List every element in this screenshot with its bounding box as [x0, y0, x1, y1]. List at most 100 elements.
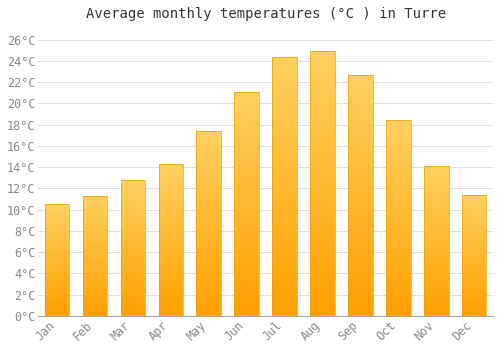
Bar	[45, 281, 70, 282]
Bar	[348, 215, 372, 217]
Bar	[310, 298, 335, 300]
Bar	[386, 310, 410, 312]
Bar	[234, 273, 259, 275]
Bar	[424, 226, 448, 228]
Bar	[120, 275, 146, 276]
Bar	[196, 314, 221, 316]
Bar	[120, 249, 146, 251]
Bar	[83, 216, 108, 217]
Bar	[83, 297, 108, 298]
Bar	[45, 286, 70, 287]
Bar	[83, 300, 108, 302]
Bar	[158, 175, 183, 176]
Bar	[45, 294, 70, 295]
Bar	[120, 271, 146, 272]
Bar	[424, 223, 448, 225]
Bar	[45, 299, 70, 300]
Bar	[196, 161, 221, 162]
Bar	[234, 150, 259, 152]
Bar	[424, 211, 448, 212]
Bar	[386, 183, 410, 185]
Bar	[424, 268, 448, 270]
Bar	[83, 267, 108, 268]
Bar	[234, 117, 259, 119]
Bar	[310, 268, 335, 271]
Bar	[424, 206, 448, 208]
Bar	[310, 157, 335, 160]
Bar	[348, 208, 372, 210]
Bar	[196, 272, 221, 273]
Bar	[196, 259, 221, 260]
Bar	[120, 255, 146, 256]
Bar	[348, 275, 372, 278]
Bar	[158, 222, 183, 223]
Bar	[386, 228, 410, 230]
Bar	[462, 231, 486, 232]
Bar	[462, 312, 486, 314]
Bar	[386, 253, 410, 256]
Bar	[196, 222, 221, 224]
Bar	[310, 54, 335, 57]
Bar	[386, 273, 410, 275]
Bar	[234, 229, 259, 231]
Bar	[462, 311, 486, 312]
Bar	[424, 210, 448, 211]
Bar	[424, 177, 448, 178]
Bar	[348, 278, 372, 280]
Bar	[45, 274, 70, 275]
Bar	[234, 139, 259, 141]
Bar	[310, 189, 335, 191]
Bar	[348, 309, 372, 311]
Bar	[234, 136, 259, 139]
Bar	[424, 222, 448, 223]
Bar	[462, 315, 486, 316]
Bar	[386, 275, 410, 277]
Bar	[386, 304, 410, 306]
Bar	[348, 280, 372, 282]
Bar	[234, 130, 259, 132]
Bar	[386, 277, 410, 279]
Bar	[386, 167, 410, 169]
Bar	[158, 282, 183, 284]
Bar	[348, 121, 372, 123]
Bar	[348, 304, 372, 306]
Bar	[196, 152, 221, 153]
Bar	[196, 136, 221, 139]
Bar	[348, 162, 372, 164]
Bar	[234, 219, 259, 222]
Bar	[310, 165, 335, 168]
Bar	[348, 75, 372, 316]
Bar	[196, 131, 221, 316]
Bar	[424, 285, 448, 286]
Bar	[234, 96, 259, 98]
Bar	[120, 228, 146, 229]
Bar	[424, 212, 448, 214]
Bar	[348, 84, 372, 87]
Bar	[158, 173, 183, 175]
Bar	[310, 255, 335, 258]
Bar	[83, 298, 108, 299]
Bar	[462, 301, 486, 303]
Bar	[424, 166, 448, 168]
Bar	[386, 250, 410, 251]
Bar	[272, 303, 297, 306]
Bar	[45, 245, 70, 246]
Bar	[83, 249, 108, 250]
Bar	[120, 218, 146, 219]
Bar	[462, 237, 486, 238]
Bar	[158, 188, 183, 190]
Bar	[424, 306, 448, 307]
Bar	[272, 90, 297, 93]
Bar	[158, 249, 183, 251]
Bar	[272, 85, 297, 88]
Bar	[196, 290, 221, 292]
Bar	[272, 246, 297, 248]
Bar	[234, 215, 259, 217]
Bar	[83, 232, 108, 233]
Bar	[424, 281, 448, 283]
Bar	[83, 279, 108, 280]
Bar	[462, 290, 486, 292]
Bar	[272, 311, 297, 313]
Bar	[348, 77, 372, 79]
Bar	[158, 292, 183, 293]
